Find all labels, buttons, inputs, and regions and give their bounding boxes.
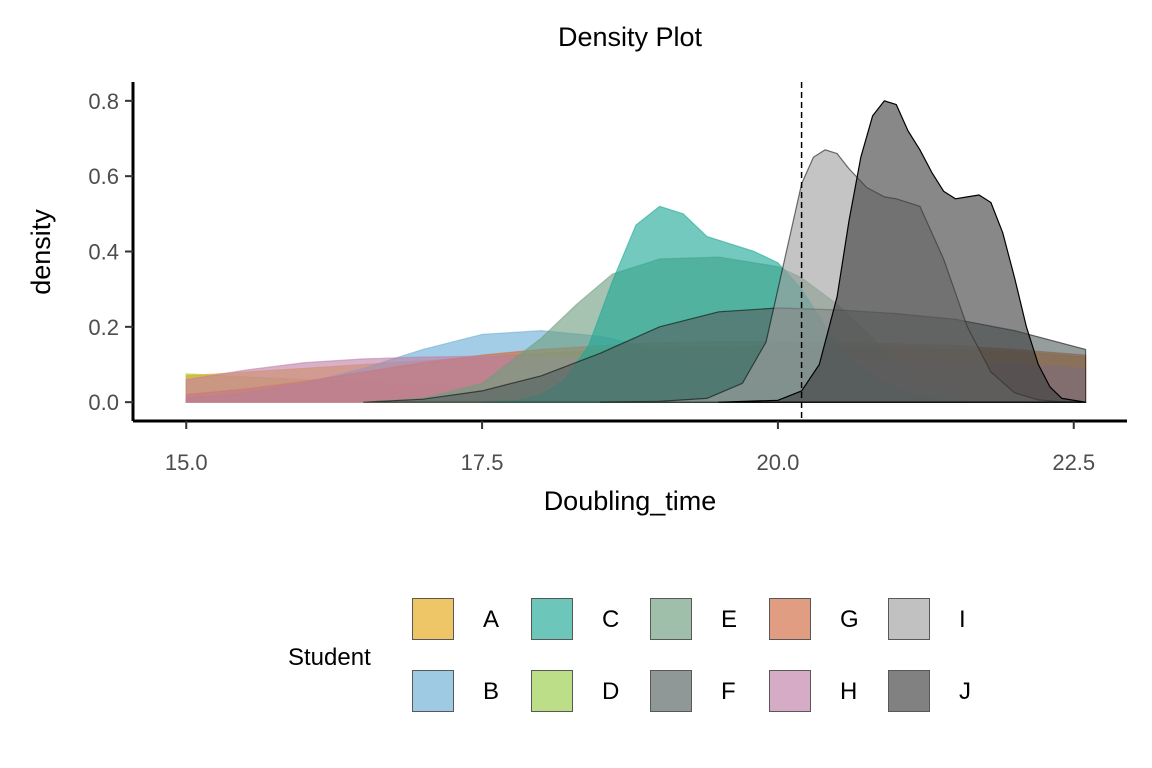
legend-key-H bbox=[769, 670, 811, 712]
x-ticks: 15.0 17.5 20.0 22.5 bbox=[165, 421, 1095, 475]
y-tick-label: 0.6 bbox=[88, 164, 119, 189]
legend-label-G: G bbox=[840, 606, 859, 633]
x-tick-label: 15.0 bbox=[165, 450, 208, 475]
y-tick-label: 0.2 bbox=[88, 315, 119, 340]
x-tick-label: 17.5 bbox=[461, 450, 504, 475]
y-tick-label: 0.4 bbox=[88, 240, 119, 265]
legend-label-F: F bbox=[721, 678, 736, 705]
x-tick-label: 22.5 bbox=[1052, 450, 1095, 475]
legend-label-C: C bbox=[602, 606, 620, 633]
density-areas bbox=[185, 100, 1087, 403]
y-axis-label: density bbox=[26, 209, 56, 295]
density-area-J bbox=[718, 100, 1087, 403]
legend-title: Student bbox=[288, 644, 371, 671]
y-ticks: 0.0 0.2 0.4 0.6 0.8 bbox=[88, 89, 133, 415]
x-tick-label: 20.0 bbox=[757, 450, 800, 475]
legend-key-F bbox=[650, 670, 692, 712]
legend-key-B bbox=[412, 670, 454, 712]
legend-key-E bbox=[650, 598, 692, 640]
legend-label-D: D bbox=[602, 678, 620, 705]
legend-label-I: I bbox=[959, 606, 966, 633]
legend-key-G bbox=[769, 598, 811, 640]
x-axis-label: Doubling_time bbox=[544, 486, 717, 516]
legend-label-J: J bbox=[959, 678, 971, 705]
legend-label-E: E bbox=[721, 606, 738, 633]
y-tick-label: 0.0 bbox=[88, 390, 119, 415]
legend-label-B: B bbox=[483, 678, 500, 705]
legend-key-I bbox=[888, 598, 930, 640]
legend-label-A: A bbox=[483, 606, 500, 633]
legend-key-A bbox=[412, 598, 454, 640]
legend-key-J bbox=[888, 670, 930, 712]
chart-title: Density Plot bbox=[557, 22, 703, 52]
legend-label-H: H bbox=[840, 678, 858, 705]
y-tick-label: 0.8 bbox=[88, 89, 119, 114]
legend-key-C bbox=[531, 598, 573, 640]
legend-key-D bbox=[531, 670, 573, 712]
